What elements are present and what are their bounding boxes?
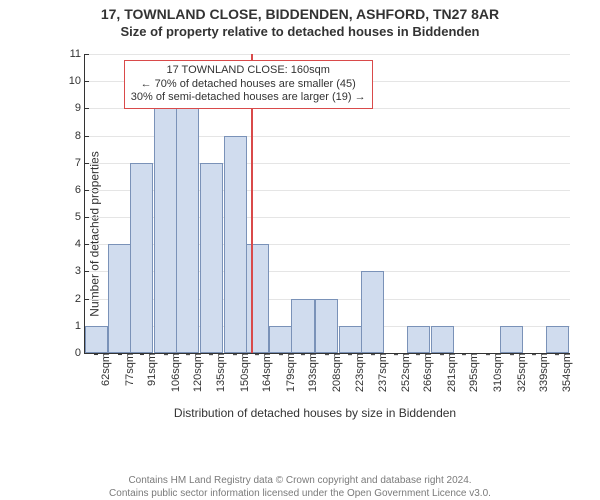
x-tick: 266sqm: [416, 353, 434, 392]
y-tick: 4: [75, 238, 85, 250]
y-tick: 2: [75, 293, 85, 305]
x-tick: 106sqm: [164, 353, 182, 392]
annotation-line: 30% of semi-detached houses are larger (…: [131, 91, 366, 105]
x-tick: 310sqm: [486, 353, 504, 392]
x-tick: 295sqm: [462, 353, 480, 392]
histogram-bar: [315, 299, 338, 353]
y-tick: 9: [75, 102, 85, 114]
x-tick: 62sqm: [94, 353, 112, 386]
x-tick: 281sqm: [440, 353, 458, 392]
histogram-chart: Number of detached properties 0123456789…: [60, 54, 570, 414]
y-tick: 1: [75, 320, 85, 332]
histogram-bar: [500, 326, 523, 353]
histogram-bar: [108, 244, 131, 353]
x-tick: 179sqm: [279, 353, 297, 392]
y-tick: 10: [69, 75, 85, 87]
plot-area: 0123456789101162sqm77sqm91sqm106sqm120sq…: [84, 54, 570, 354]
histogram-bar: [246, 244, 269, 353]
page-subtitle: Size of property relative to detached ho…: [0, 24, 600, 39]
y-tick: 7: [75, 157, 85, 169]
y-tick: 3: [75, 265, 85, 277]
histogram-bar: [176, 108, 199, 353]
histogram-bar: [224, 136, 247, 353]
histogram-bar: [407, 326, 430, 353]
footnote: Contains HM Land Registry data © Crown c…: [0, 474, 600, 500]
footnote-line: Contains public sector information licen…: [0, 487, 600, 500]
x-tick: 223sqm: [348, 353, 366, 392]
footnote-line: Contains HM Land Registry data © Crown c…: [0, 474, 600, 487]
x-tick: 339sqm: [532, 353, 550, 392]
histogram-bar: [154, 108, 177, 353]
x-tick: 325sqm: [510, 353, 528, 392]
histogram-bar: [269, 326, 292, 353]
x-tick: 150sqm: [233, 353, 251, 392]
x-tick: 135sqm: [209, 353, 227, 392]
x-axis-label: Distribution of detached houses by size …: [60, 406, 570, 420]
histogram-bar: [291, 299, 314, 353]
x-tick: 252sqm: [394, 353, 412, 392]
gridline: [85, 54, 570, 55]
annotation-box: 17 TOWNLAND CLOSE: 160sqm← 70% of detach…: [124, 60, 373, 109]
histogram-bar: [361, 271, 384, 353]
x-tick: 193sqm: [301, 353, 319, 392]
x-tick: 77sqm: [118, 353, 136, 386]
annotation-line: ← 70% of detached houses are smaller (45…: [131, 78, 366, 92]
x-tick: 164sqm: [255, 353, 273, 392]
x-tick: 237sqm: [371, 353, 389, 392]
histogram-bar: [85, 326, 108, 353]
page-title: 17, TOWNLAND CLOSE, BIDDENDEN, ASHFORD, …: [0, 6, 600, 22]
x-tick: 91sqm: [140, 353, 158, 386]
y-tick: 5: [75, 211, 85, 223]
histogram-bar: [431, 326, 454, 353]
y-tick: 0: [75, 347, 85, 359]
y-tick: 11: [70, 48, 85, 60]
x-tick: 208sqm: [325, 353, 343, 392]
x-tick: 120sqm: [186, 353, 204, 392]
histogram-bar: [546, 326, 569, 353]
y-tick: 6: [75, 184, 85, 196]
histogram-bar: [339, 326, 362, 353]
x-tick: 354sqm: [555, 353, 573, 392]
histogram-bar: [130, 163, 153, 353]
histogram-bar: [200, 163, 223, 353]
y-tick: 8: [75, 130, 85, 142]
annotation-line: 17 TOWNLAND CLOSE: 160sqm: [131, 64, 366, 78]
